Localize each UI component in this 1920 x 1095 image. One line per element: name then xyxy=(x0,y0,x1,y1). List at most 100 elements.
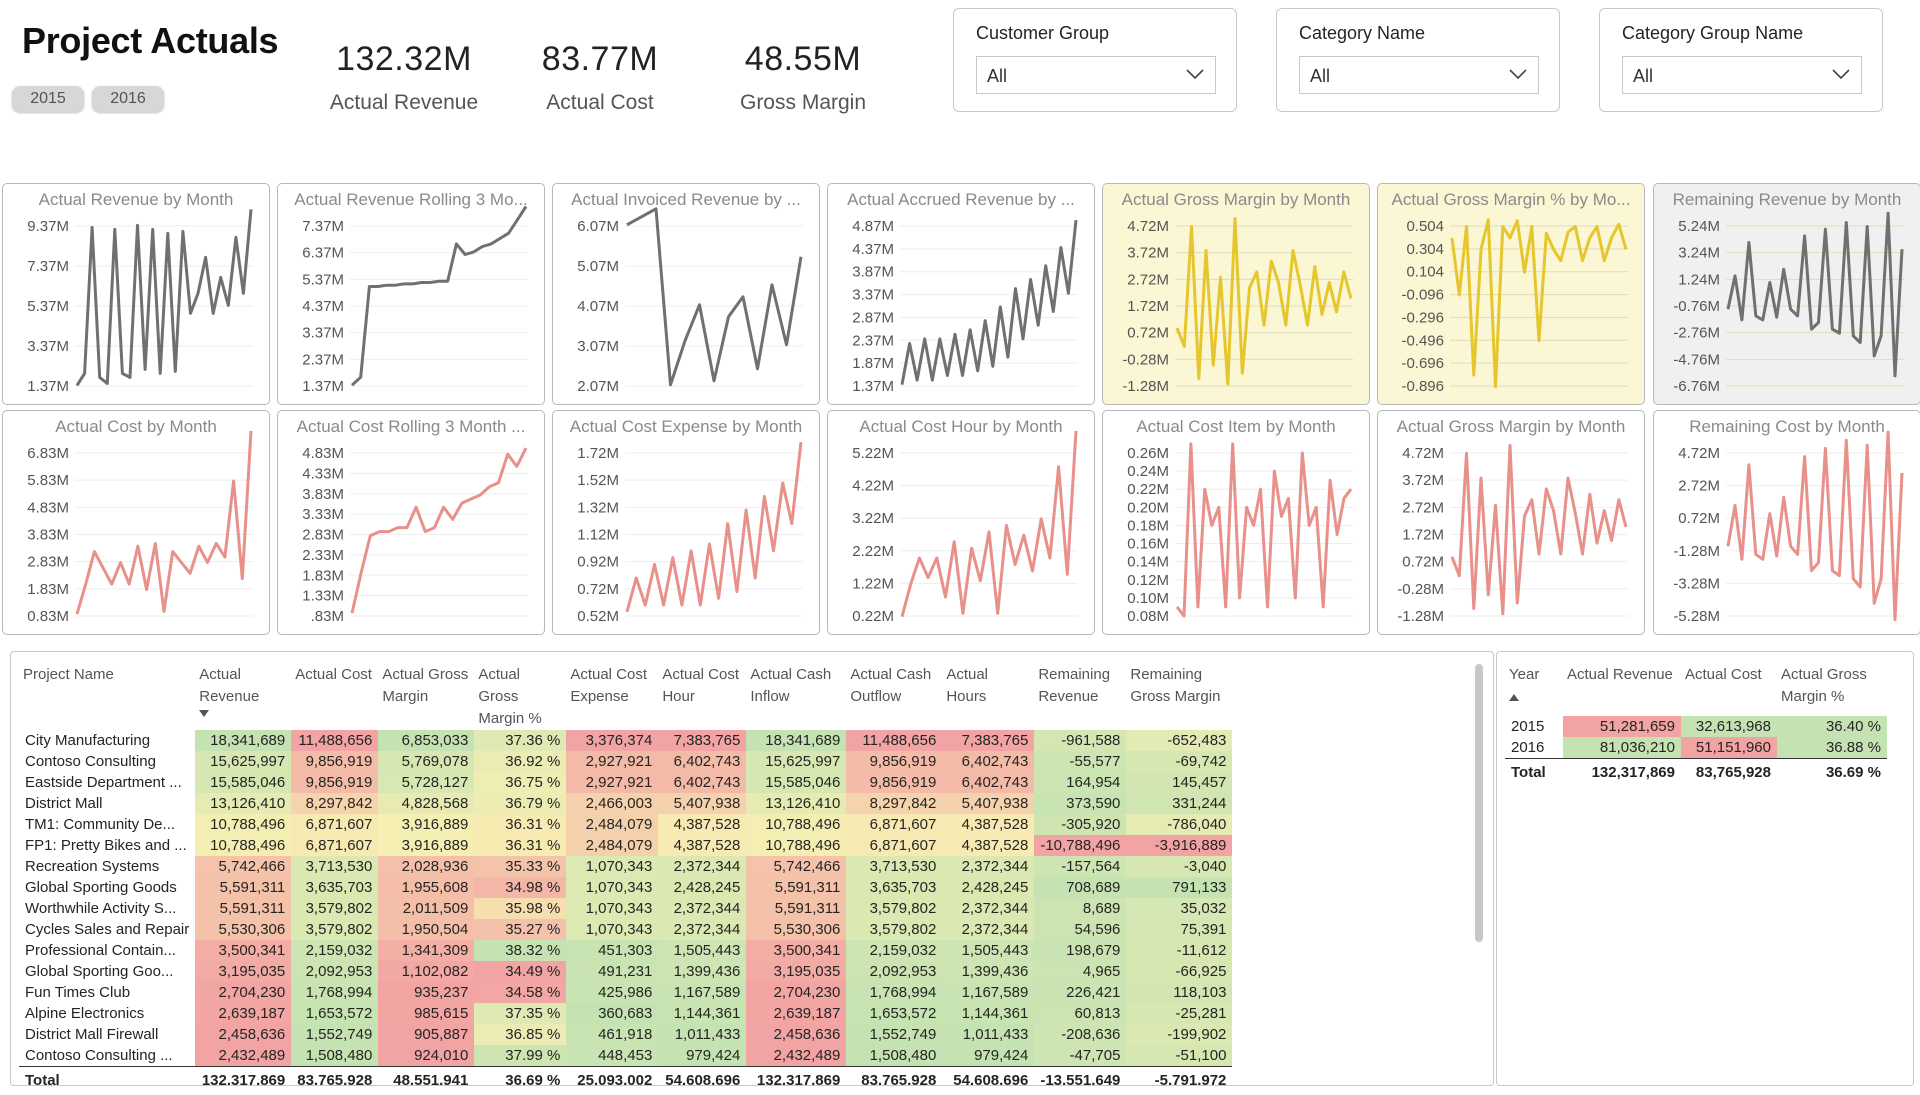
value-cell: 2,011,509 xyxy=(378,898,475,919)
table-row[interactable]: Eastside Department ... 15,585,046 9,856,9… xyxy=(19,772,1233,793)
line-chart-card[interactable]: Actual Cost Rolling 3 Month ... 4.83M 4.33… xyxy=(277,410,545,635)
column-header[interactable]: Year xyxy=(1505,664,1563,716)
line-chart-card[interactable]: Actual Cost Hour by Month 5.22M 4.22M 3.22M… xyxy=(827,410,1095,635)
column-header[interactable]: Actual Cost Expense xyxy=(566,664,658,730)
table-row[interactable]: Global Sporting Goo... 3,195,035 2,092,953… xyxy=(19,961,1233,982)
value-cell: 3,635,703 xyxy=(291,877,379,898)
y-tick-label: 2.37M xyxy=(302,351,344,368)
y-tick-label: 5.83M xyxy=(27,472,69,489)
line-chart-card[interactable]: Actual Revenue by Month 9.37M 7.37M 5.37M 3.… xyxy=(2,183,270,405)
slicer-title: Category Group Name xyxy=(1622,23,1804,43)
column-header[interactable]: Actual Cost xyxy=(1681,664,1777,716)
table-row[interactable]: 2015 51,281,659 32,613,968 36.40 % xyxy=(1505,716,1887,737)
line-chart-card[interactable]: Remaining Cost by Month 4.72M 2.72M 0.72M -1… xyxy=(1653,410,1920,635)
total-cell: 132,317,869 xyxy=(195,1066,292,1085)
sort-ascending-icon[interactable] xyxy=(1509,694,1519,701)
table-scrollbar[interactable] xyxy=(1475,664,1483,942)
value-cell: 2,484,079 xyxy=(566,814,659,835)
column-header[interactable]: Actual Gross Margin % xyxy=(1777,664,1887,716)
value-cell: 198,679 xyxy=(1034,940,1127,961)
value-cell: 2,372,344 xyxy=(658,898,747,919)
table-row[interactable]: Contoso Consulting 15,625,997 9,856,919 5,7… xyxy=(19,751,1233,772)
value-cell: 448,453 xyxy=(566,1045,659,1067)
page-title: Project Actuals xyxy=(22,20,279,61)
table-row[interactable]: Cycles Sales and Repair 5,530,306 3,579,80… xyxy=(19,919,1233,940)
table-row[interactable]: 2016 81,036,210 51,151,960 36.88 % xyxy=(1505,737,1887,759)
value-cell: 6,871,607 xyxy=(846,814,943,835)
chart-title: Actual Revenue Rolling 3 Mo... xyxy=(294,190,528,209)
value-cell: -3,040 xyxy=(1126,856,1233,877)
column-header[interactable]: Actual Cash Outflow xyxy=(846,664,942,730)
line-chart-card[interactable]: Actual Cost by Month 6.83M 5.83M 4.83M 3.83M… xyxy=(2,410,270,635)
table-row[interactable]: Worthwhile Activity S... 5,591,311 3,579,8… xyxy=(19,898,1233,919)
column-header[interactable]: Actual Gross Margin xyxy=(378,664,474,730)
value-cell: 34.58 % xyxy=(474,982,567,1003)
value-cell: 13,126,410 xyxy=(195,793,292,814)
value-cell: 4,387,528 xyxy=(942,814,1035,835)
column-header[interactable]: Actual Cost xyxy=(291,664,378,730)
line-chart-card[interactable]: Actual Gross Margin by Month 4.72M 3.72M 2.… xyxy=(1377,410,1645,635)
value-cell: -305,920 xyxy=(1034,814,1127,835)
column-header[interactable]: Remaining Gross Margin xyxy=(1126,664,1232,730)
table-row[interactable]: City Manufacturing 18,341,689 11,488,656 6,… xyxy=(19,730,1233,751)
y-tick-label: 4.37M xyxy=(302,298,344,315)
column-header[interactable]: Actual Cost Hour xyxy=(658,664,746,730)
column-header[interactable]: Project Name xyxy=(19,664,195,730)
value-cell: 1,167,589 xyxy=(942,982,1035,1003)
value-cell: 2,639,187 xyxy=(746,1003,847,1024)
column-header[interactable]: Actual Hours xyxy=(942,664,1034,730)
kpi-label: Actual Revenue xyxy=(329,91,479,114)
y-tick-label: 0.22M xyxy=(852,608,894,625)
y-tick-label: 4.22M xyxy=(852,478,894,495)
chart-title: Actual Revenue by Month xyxy=(38,190,234,209)
value-cell: 373,590 xyxy=(1034,793,1127,814)
value-cell: 1,070,343 xyxy=(566,898,659,919)
table-row[interactable]: Professional Contain... 3,500,341 2,159,03… xyxy=(19,940,1233,961)
column-header[interactable]: Actual Gross Margin % xyxy=(474,664,566,730)
year-2015-button[interactable]: 2015 xyxy=(12,86,84,112)
line-chart-card[interactable]: Actual Cost Expense by Month 1.72M 1.52M 1.… xyxy=(552,410,820,635)
line-chart-card[interactable]: Actual Accrued Revenue by ... 4.87M 4.37M 3… xyxy=(827,183,1095,405)
value-cell: 145,457 xyxy=(1126,772,1233,793)
column-header[interactable]: Actual Revenue xyxy=(195,664,291,730)
table-row[interactable]: Alpine Electronics 2,639,187 1,653,572 985,… xyxy=(19,1003,1233,1024)
value-cell: 36.31 % xyxy=(474,814,567,835)
category-name-dropdown[interactable]: All xyxy=(1299,56,1539,94)
category-group-name-dropdown[interactable]: All xyxy=(1622,56,1862,94)
line-chart-card[interactable]: Actual Cost Item by Month 0.26M 0.24M 0.22M… xyxy=(1102,410,1370,635)
line-chart-card[interactable]: Actual Gross Margin by Month 4.72M 3.72M 2.… xyxy=(1102,183,1370,405)
y-tick-label: 0.10M xyxy=(1127,590,1169,607)
table-row[interactable]: Global Sporting Goods 5,591,311 3,635,703 1… xyxy=(19,877,1233,898)
table-row[interactable]: FP1: Pretty Bikes and ... 10,788,496 6,871… xyxy=(19,835,1233,856)
value-cell: 34.49 % xyxy=(474,961,567,982)
line-chart-card[interactable]: Remaining Revenue by Month 5.24M 3.24M 1.24… xyxy=(1653,183,1920,405)
line-chart: 7.37M 6.37M 5.37M 4.37M 3.37M 2.37M 1.37M xyxy=(302,205,528,395)
year-2016-button[interactable]: 2016 xyxy=(92,86,164,112)
value-cell: 36.92 % xyxy=(474,751,567,772)
project-name-cell: Eastside Department ... xyxy=(25,774,182,791)
table-row[interactable]: Fun Times Club 2,704,230 1,768,994 935,237 3… xyxy=(19,982,1233,1003)
column-header[interactable]: Actual Cash Inflow xyxy=(746,664,846,730)
value-cell: 331,244 xyxy=(1126,793,1233,814)
sort-descending-icon[interactable] xyxy=(199,710,210,717)
value-cell: 35,032 xyxy=(1126,898,1233,919)
y-tick-label: 2.72M xyxy=(1127,271,1169,288)
table-row[interactable]: TM1: Community De... 10,788,496 6,871,607 3… xyxy=(19,814,1233,835)
table-row[interactable]: Contoso Consulting ... 2,432,489 1,508,480… xyxy=(19,1045,1233,1067)
customer-group-dropdown[interactable]: All xyxy=(976,56,1216,94)
y-tick-label: 4.72M xyxy=(1402,445,1444,462)
line-chart-card[interactable]: Actual Revenue Rolling 3 Mo... 7.37M 6.37M… xyxy=(277,183,545,405)
value-cell: 8,689 xyxy=(1034,898,1127,919)
value-cell: -208,636 xyxy=(1034,1024,1127,1045)
table-row[interactable]: Recreation Systems 5,742,466 3,713,530 2,02… xyxy=(19,856,1233,877)
line-chart-card[interactable]: Actual Invoiced Revenue by ... 6.07M 5.07M… xyxy=(552,183,820,405)
table-row[interactable]: District Mall Firewall 2,458,636 1,552,749… xyxy=(19,1024,1233,1045)
line-chart-card[interactable]: Actual Gross Margin % by Mo... 0.504 0.304… xyxy=(1377,183,1645,405)
table-row[interactable]: District Mall 13,126,410 8,297,842 4,828,56… xyxy=(19,793,1233,814)
y-tick-label: 3.83M xyxy=(302,486,344,503)
column-header[interactable]: Actual Revenue xyxy=(1563,664,1681,716)
value-cell: 11,488,656 xyxy=(846,730,943,751)
value-cell: 10,788,496 xyxy=(746,835,847,856)
column-header[interactable]: Remaining Revenue xyxy=(1034,664,1126,730)
line-chart: 1.72M 1.52M 1.32M 1.12M 0.92M 0.72M 0.52M xyxy=(577,441,803,625)
